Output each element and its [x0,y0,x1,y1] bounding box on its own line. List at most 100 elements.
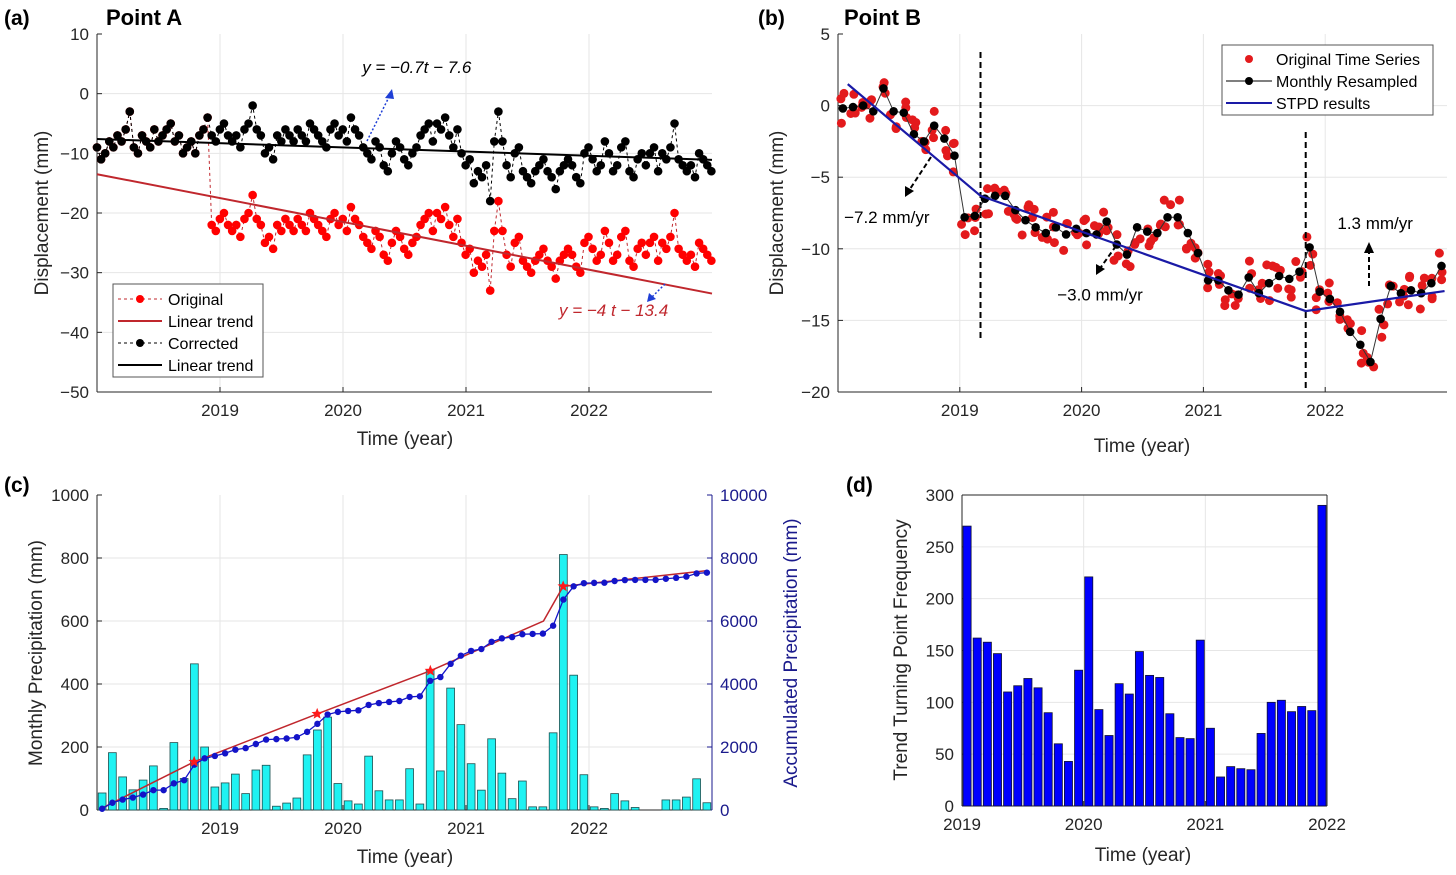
point-accumulated [334,708,342,716]
point-corrected [383,166,393,176]
point-accumulated [150,786,157,794]
turning-point-marker [424,664,436,676]
point-original-time-series [981,209,991,219]
bar-turning-point-frequency [1003,691,1013,807]
point-original-time-series [1356,358,1366,368]
y-tick-label: −15 [801,311,830,330]
y-right-tick-label: 6000 [720,612,758,631]
bar-turning-point-frequency [1276,699,1286,807]
arrow-head-icon [385,89,394,99]
point-monthly [1142,227,1152,236]
trend-original-line [96,173,713,295]
point-original [547,262,556,272]
point-original [367,244,376,254]
point-accumulated [262,736,270,743]
point-original [211,226,221,236]
point-monthly [960,212,969,222]
bar-turning-point-frequency [1053,743,1063,807]
point-corrected [174,131,184,140]
point-original-time-series [1048,207,1058,217]
point-original-time-series [865,113,875,123]
point-monthly [950,151,959,161]
point-original-time-series [1160,222,1170,232]
point-original [436,214,446,224]
arrow-head-icon [1096,264,1105,275]
point-corrected [199,125,208,134]
x-tick-label: 2021 [447,401,485,420]
point-corrected [449,143,458,152]
turning-point-marker [311,707,323,719]
point-original-time-series [1291,257,1301,267]
y-right-tick-label: 2000 [720,738,758,757]
bar-monthly-precip [415,803,425,811]
point-original [641,250,651,260]
point-original-time-series [1204,267,1214,277]
point-original [670,208,679,218]
panel-c: (c) Monthly Precipitation (mm) Accumulat… [4,474,802,868]
bar-monthly-precip [405,768,414,811]
point-original-time-series [891,122,901,132]
point-monthly [1122,250,1132,259]
point-corrected [670,119,679,128]
bar-monthly-precip [302,754,312,811]
x-tick-label: 2021 [1184,401,1222,420]
point-corrected [690,172,700,182]
point-original-time-series [941,125,951,135]
y-tick-label: 1000 [51,486,89,505]
point-corrected [666,143,675,152]
point-corrected [121,125,130,134]
point-original-time-series [1377,332,1387,342]
point-original-time-series [1220,301,1230,311]
bar-monthly-precip [497,772,507,811]
point-original-time-series [1395,297,1405,307]
bar-monthly-precip [384,799,394,811]
point-corrected [653,166,663,176]
point-original-time-series [1419,273,1429,283]
point-original [567,250,577,260]
point-monthly [1274,271,1284,281]
bar-turning-point-frequency [1185,738,1195,807]
point-monthly [1437,261,1446,271]
legend-original: Original [168,292,223,309]
point-original [662,244,671,254]
bar-monthly-precip [395,799,404,811]
point-accumulated [611,577,618,585]
point-monthly [1396,288,1406,298]
bar-monthly-precip [569,674,578,811]
annotation-rate: 1.3 mm/yr [1337,214,1413,233]
point-corrected [612,160,622,170]
bar-monthly-precip [169,742,179,811]
bar-turning-point-frequency [1266,701,1276,807]
bar-monthly-precip [241,793,250,811]
point-original-time-series [836,94,846,104]
point-accumulated [467,647,475,655]
point-accumulated [180,777,188,784]
point-accumulated [252,740,260,748]
point-original [629,262,638,272]
point-corrected [330,119,339,128]
point-accumulated [283,735,290,742]
point-corrected [649,143,659,152]
point-original-time-series [957,219,967,229]
point-original-time-series [1089,221,1099,231]
point-monthly [909,129,919,139]
point-original [506,262,515,272]
point-corrected [588,155,597,164]
point-accumulated [211,752,219,760]
arrow-head-icon [905,186,914,197]
point-monthly [1000,191,1010,201]
bar-monthly-precip [425,669,435,811]
point-accumulated [457,652,465,659]
x-tick-label: 2019 [201,401,239,420]
point-accumulated [293,734,301,741]
point-corrected [686,160,696,170]
bar-turning-point-frequency [1033,687,1043,807]
point-original [453,214,462,224]
bar-monthly-precip [108,752,117,811]
point-original [264,232,274,242]
point-corrected [551,184,561,194]
bar-monthly-precip [343,800,353,811]
bar-monthly-precip [682,796,691,811]
point-original-time-series [1383,299,1393,309]
point-accumulated [170,780,178,787]
